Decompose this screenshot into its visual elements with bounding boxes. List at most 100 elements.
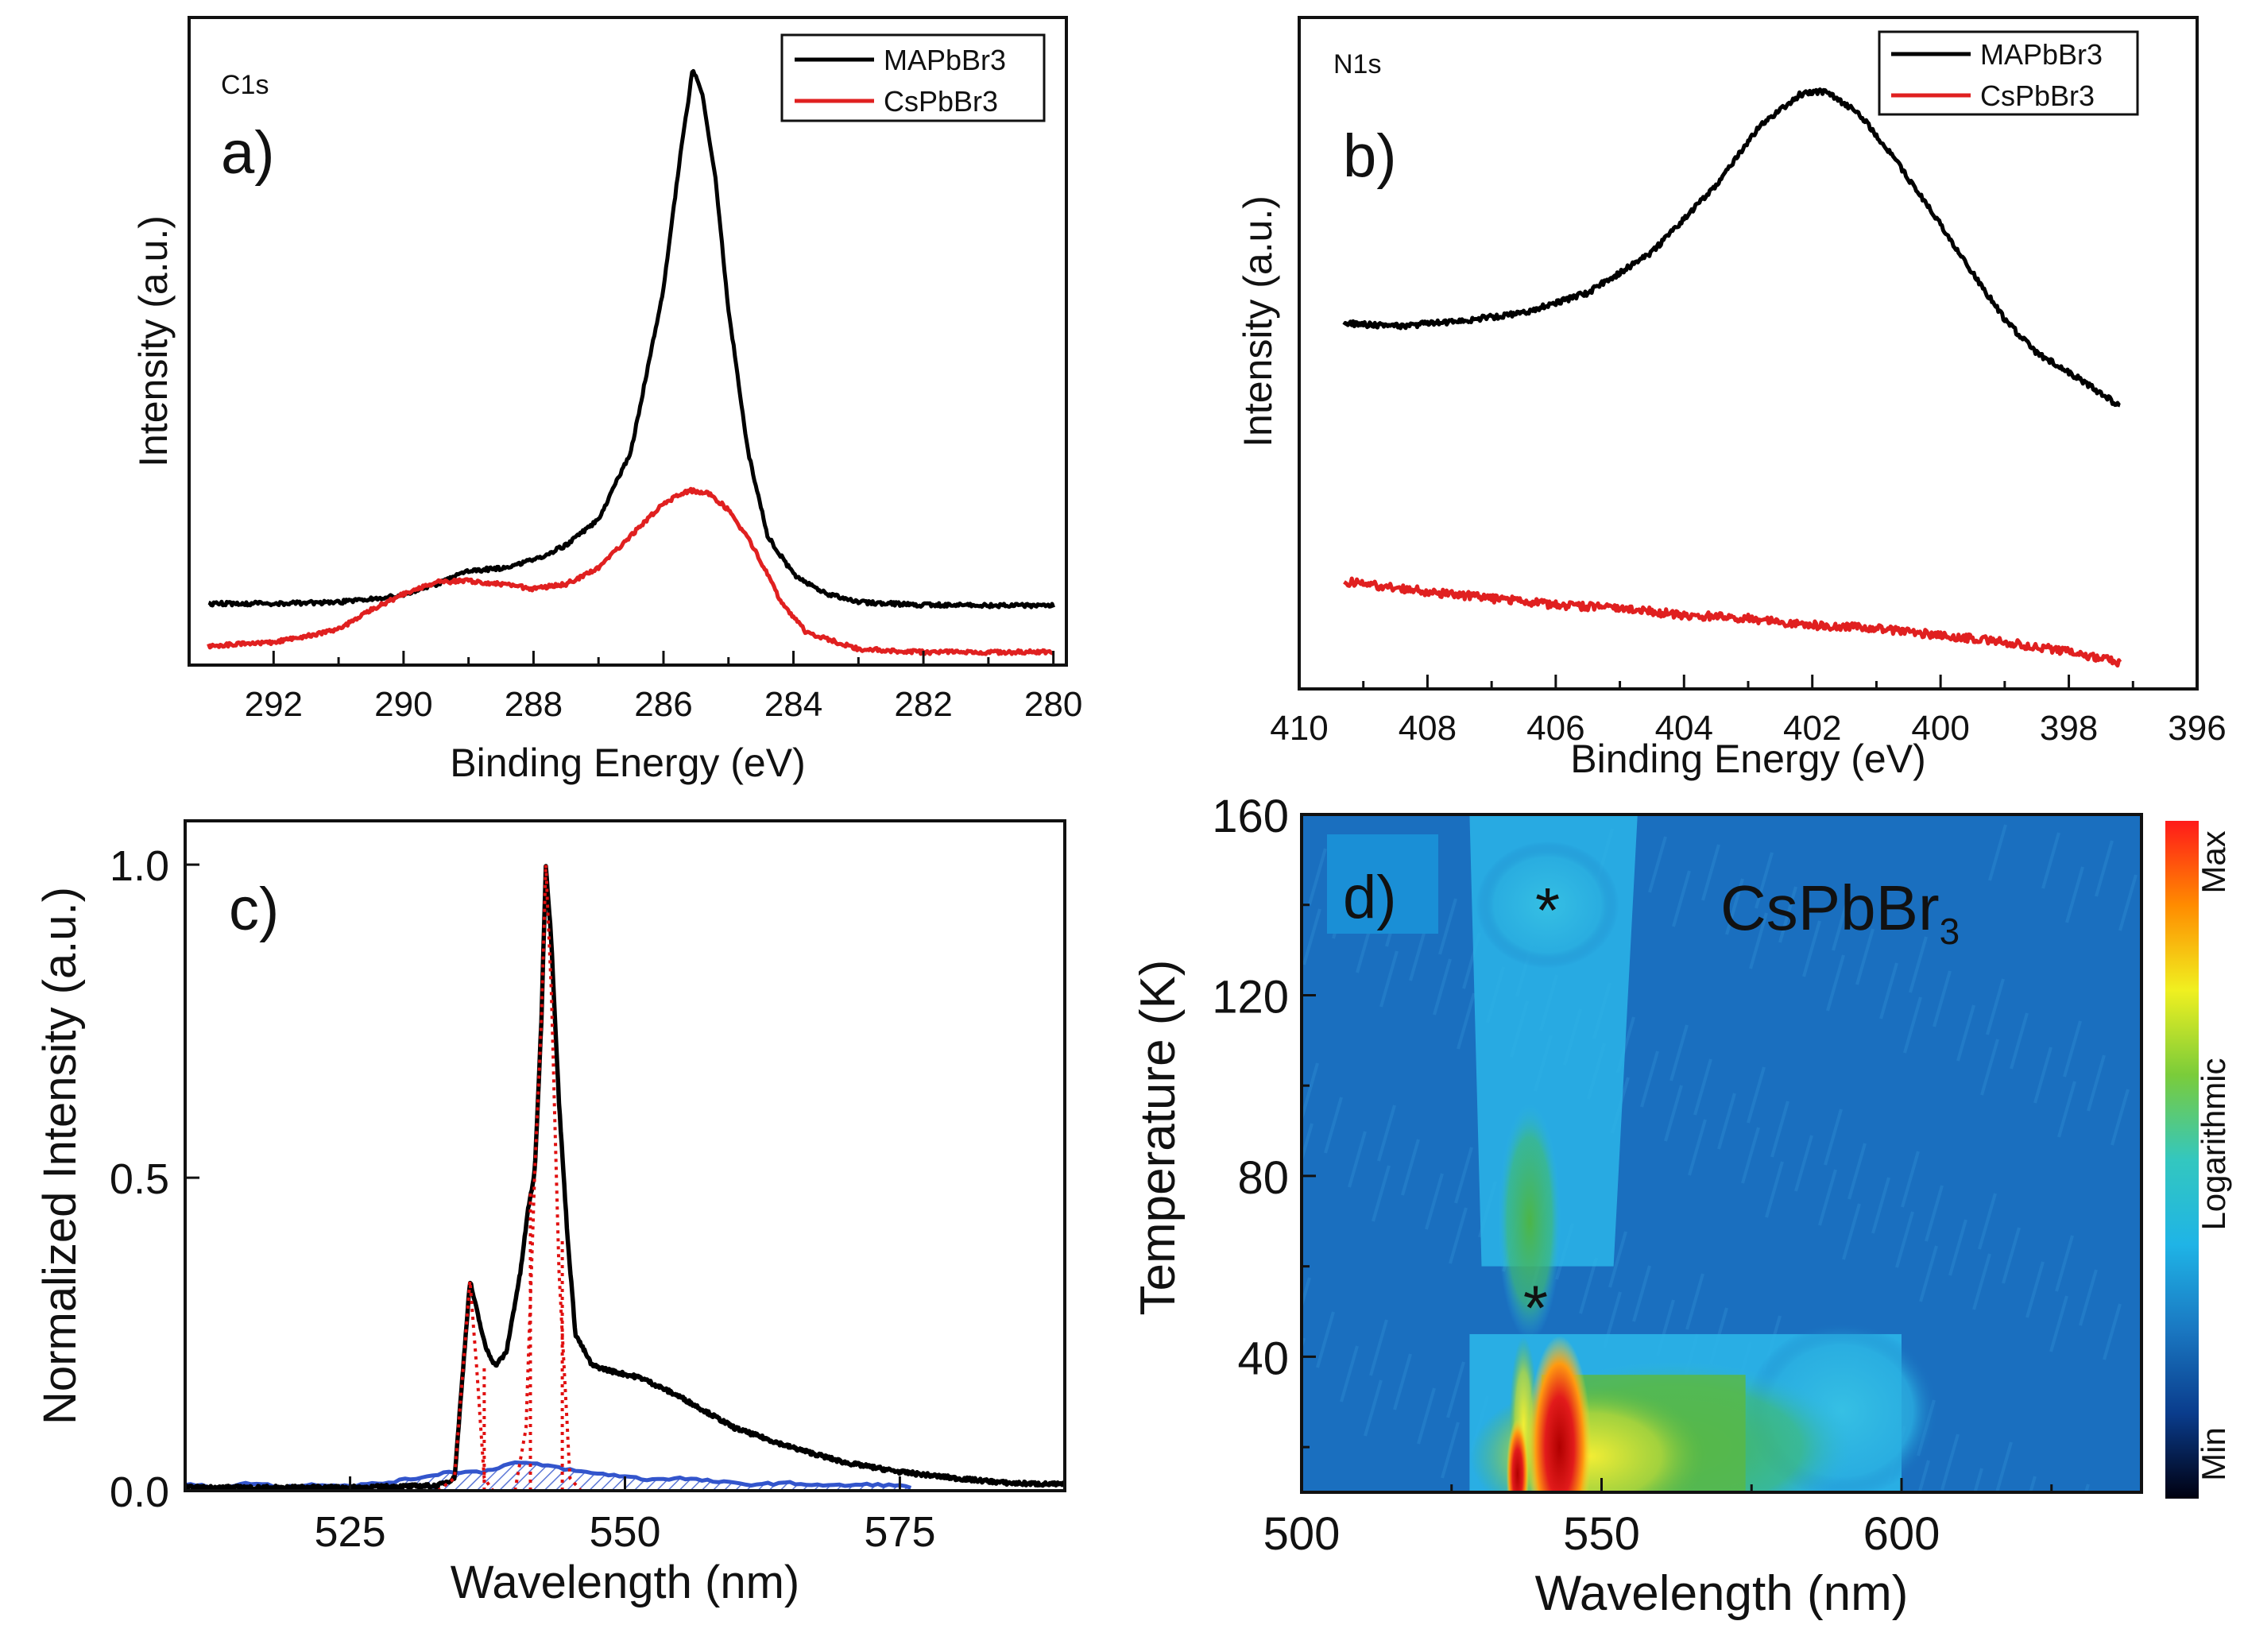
heatmap-noise xyxy=(2118,874,2138,931)
heatmap-noise xyxy=(1725,878,1744,935)
series-line-CsPbBr3 xyxy=(207,486,1054,656)
heatmap-noise xyxy=(1449,1207,1468,1264)
heatmap-noise xyxy=(1688,1119,1707,1176)
series-group-a xyxy=(207,68,1055,656)
heatmap-noise xyxy=(1302,1123,1314,1166)
star-annotation: * xyxy=(1523,1272,1548,1343)
panel-label-c: c) xyxy=(229,876,279,943)
series-line-MAPbBr3 xyxy=(207,68,1055,609)
heatmap-noise xyxy=(1377,1105,1396,1162)
heatmap-noise xyxy=(1685,1273,1704,1330)
heatmap-noise xyxy=(1909,936,1928,993)
panel-label-a: a) xyxy=(221,119,275,187)
x-tick-label: 402 xyxy=(1783,709,1841,748)
heatmap-noise xyxy=(2087,1054,2106,1112)
heatmap-noise xyxy=(1770,1101,1789,1158)
x-tick-label: 286 xyxy=(634,685,692,724)
heatmap-noise xyxy=(1692,1488,1697,1492)
x-tick-label: 404 xyxy=(1655,709,1713,748)
heatmap-noise xyxy=(1457,992,1476,1050)
heatmap-noise xyxy=(1302,908,1321,965)
heatmap-noise xyxy=(1632,1265,1651,1322)
heatmap-noise xyxy=(2063,1020,2082,1077)
colorbar-label-min: Min xyxy=(2195,1427,2232,1481)
heatmap-noise xyxy=(1765,1161,1784,1218)
heatmap-noise xyxy=(1948,1219,1967,1276)
colorbar-label-max: Max xyxy=(2195,830,2232,893)
heatmap-noise xyxy=(1940,1433,1960,1491)
heatmap-cyan-top xyxy=(1476,841,1619,969)
y-axis-label: Normalized Intensity (a.u.) xyxy=(34,887,86,1425)
x-axis-label: Wavelength (nm) xyxy=(1535,1566,1909,1621)
heatmap-group xyxy=(1302,814,2141,1492)
heatmap-red-main xyxy=(1527,1336,1592,1492)
heatmap-noise xyxy=(1372,1165,1391,1222)
heatmap-noise xyxy=(1741,1127,1760,1184)
heatmap-noise xyxy=(1717,1093,1736,1150)
legend-a: MAPbBr3 CsPbBr3 xyxy=(780,33,1046,122)
heatmap-noise xyxy=(1608,1231,1627,1288)
heatmap-noise xyxy=(2049,1295,2068,1352)
heatmap-noise xyxy=(1579,1257,1598,1314)
heatmap-noise xyxy=(2057,1081,2076,1138)
heatmap-green-column xyxy=(1497,1101,1561,1341)
series-line-CsPbBr3 xyxy=(1343,576,2122,668)
y-tick-label: 0.5 xyxy=(110,1155,169,1203)
heatmap-noise xyxy=(1302,1062,1319,1120)
heatmap-noise xyxy=(1832,894,1851,951)
heatmap-noise xyxy=(2041,832,2060,889)
heatmap-noise xyxy=(1917,1460,1930,1492)
heatmap-noise xyxy=(1972,1253,1991,1310)
heatmap-noise xyxy=(1901,1151,1920,1208)
heatmap-red-left xyxy=(1506,1418,1529,1492)
colorbar xyxy=(2165,821,2199,1499)
heatmap-noise xyxy=(2055,1235,2074,1292)
heatmap-noise xyxy=(1925,1185,1944,1242)
star-annotation: * xyxy=(1535,875,1560,946)
heatmap-noise xyxy=(1818,1169,1837,1226)
panel-d: 500 550 600 40 80 120 160 Wavelength (nm) Temper… xyxy=(1131,791,2232,1621)
panel-b: 410 408 406 404 402 400 398 396 Binding Energy (… xyxy=(1236,16,2227,781)
x-tick-label: 292 xyxy=(245,685,303,724)
heatmap-noise xyxy=(1701,844,1720,901)
x-tick-label: 600 xyxy=(1863,1508,1940,1560)
x-tick-label: 396 xyxy=(2168,709,2226,748)
heatmap-noise xyxy=(1433,958,1452,1016)
heatmap-noise xyxy=(2111,1089,2130,1146)
heatmap-noise xyxy=(1824,1108,1843,1166)
colorbar-label-log: Logarithmic xyxy=(2195,1058,2232,1230)
annotation-n1s: N1s xyxy=(1333,49,1381,79)
heatmap-noise xyxy=(1871,1177,1890,1234)
legend-label: CsPbBr3 xyxy=(884,85,998,118)
legend-b: MAPbBr3 CsPbBr3 xyxy=(1878,30,2139,116)
heatmap-noise xyxy=(1973,1468,1983,1492)
heatmap-noise xyxy=(1441,1422,1460,1479)
legend-box xyxy=(780,33,1046,122)
x-tick-label: 290 xyxy=(374,685,432,724)
heatmap-noise xyxy=(1438,898,1457,955)
heatmap-noise xyxy=(2029,1476,2037,1492)
heatmap-noise xyxy=(1903,996,1922,1054)
heatmap-noise xyxy=(1664,1085,1683,1142)
heatmap-noise xyxy=(1980,1039,1999,1096)
heatmap-noise xyxy=(1672,870,1691,927)
x-tick-label: 550 xyxy=(589,1508,660,1556)
heatmap-noise xyxy=(1847,1143,1867,1200)
x-tick-label: 280 xyxy=(1024,685,1082,724)
panel-label-tile xyxy=(1327,834,1438,934)
heatmap-noise xyxy=(1933,970,1952,1027)
x-tick-label: 525 xyxy=(315,1508,386,1556)
heatmap-noise xyxy=(1879,962,1898,1019)
heatmap-noise xyxy=(1425,1173,1444,1230)
heatmap-noise xyxy=(1826,954,1845,1012)
legend-label: MAPbBr3 xyxy=(1980,38,2103,71)
heatmap-noise xyxy=(1919,1245,1938,1302)
y-axis-label: Intensity (a.u.) xyxy=(1236,195,1280,447)
x-tick-label: 288 xyxy=(505,685,563,724)
heatmap-noise xyxy=(1316,1311,1335,1368)
x-tick-label: 550 xyxy=(1563,1508,1640,1560)
heatmap-noise xyxy=(1778,886,1797,943)
heatmap-noise xyxy=(1802,920,1821,977)
heatmap-noise xyxy=(2079,1269,2098,1326)
heatmap-noise xyxy=(1393,1353,1412,1410)
